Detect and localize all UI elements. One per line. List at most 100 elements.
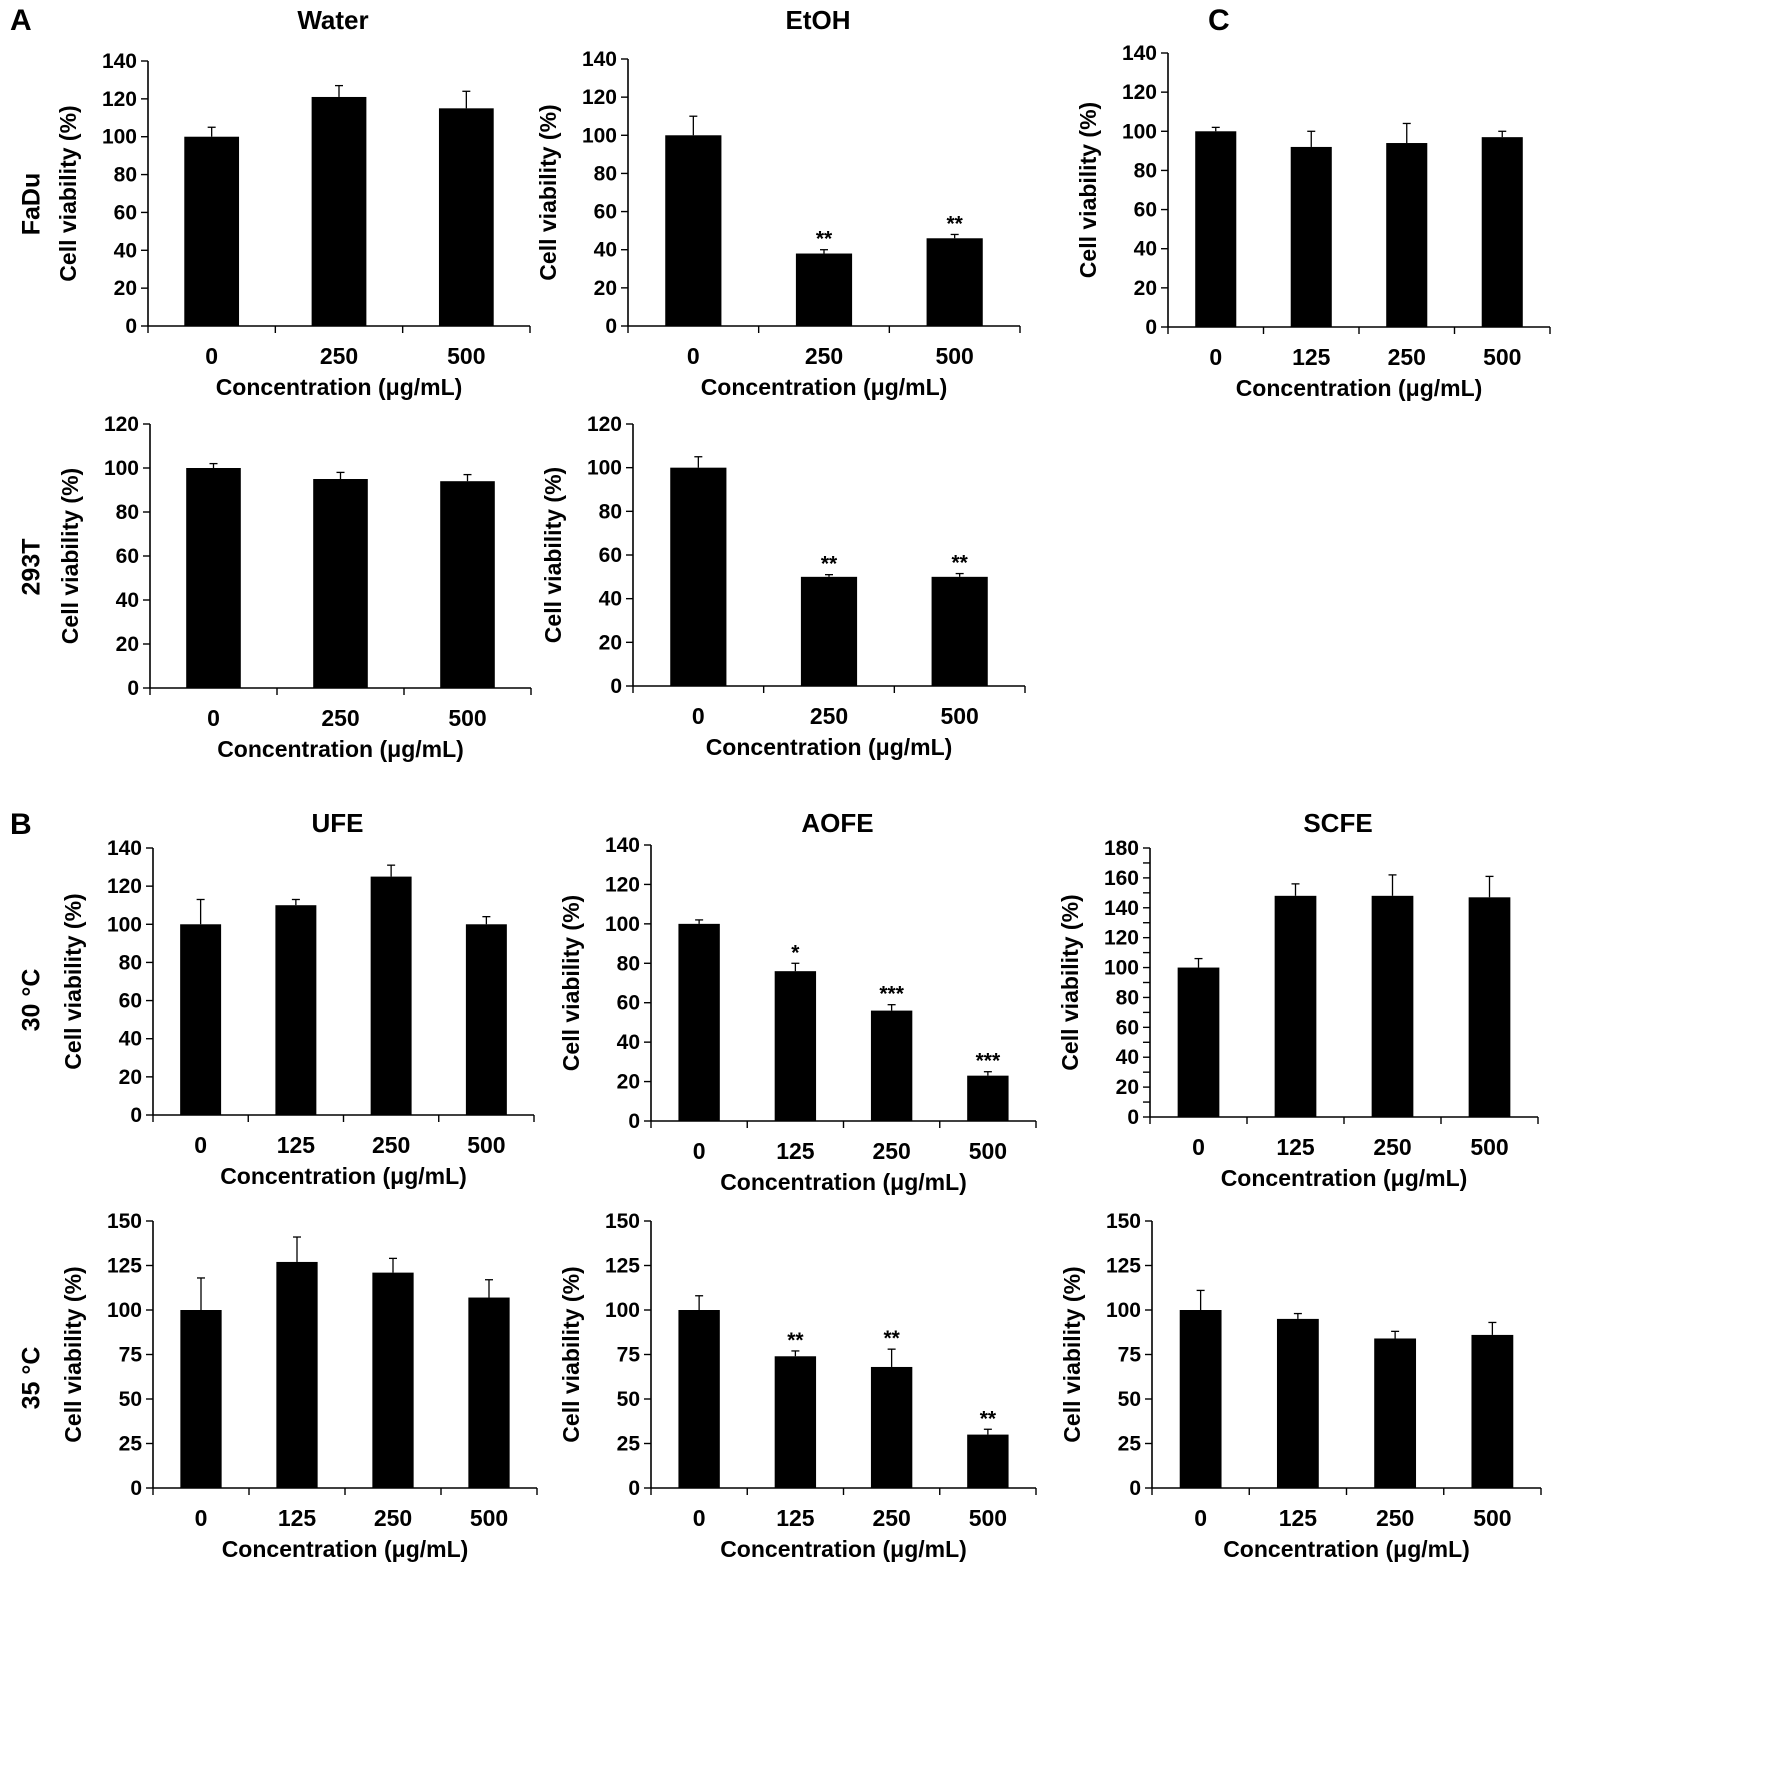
y-axis-title: Cell viability (%) <box>558 1266 584 1442</box>
x-axis-title: Concentration (μg/mL) <box>222 1536 469 1562</box>
y-tick-label: 160 <box>1104 867 1139 890</box>
bar-0 <box>180 924 222 1115</box>
x-tick-label: 0 <box>207 705 220 731</box>
chart-title: Water <box>297 5 368 35</box>
y-tick-label: 80 <box>617 952 640 975</box>
x-tick-label: 500 <box>448 705 486 731</box>
bar-500 <box>465 924 507 1115</box>
y-tick-label: 150 <box>107 1210 142 1233</box>
y-axis-title: Cell viability (%) <box>60 1266 86 1442</box>
panel-label-c: C <box>1208 4 1230 37</box>
x-tick-label: 500 <box>447 343 485 369</box>
bar-0 <box>670 467 727 686</box>
y-tick-label: 100 <box>587 457 622 480</box>
y-tick-label: 0 <box>125 315 137 338</box>
x-tick-label: 0 <box>194 1132 207 1158</box>
x-tick-label: 125 <box>776 1138 815 1164</box>
y-tick-label: 120 <box>587 413 622 436</box>
x-tick-label: 0 <box>692 703 705 729</box>
y-tick-label: 180 <box>1104 837 1139 860</box>
bar-0 <box>186 468 241 688</box>
bar-250 <box>870 1366 913 1488</box>
x-tick-label: 250 <box>372 1132 410 1158</box>
y-tick-label: 100 <box>107 913 142 936</box>
significance-label: ** <box>816 228 833 251</box>
y-tick-label: 20 <box>617 1071 640 1094</box>
x-tick-label: 0 <box>1192 1134 1205 1160</box>
bar-125 <box>1276 1318 1319 1488</box>
bar-500 <box>1471 1334 1514 1488</box>
x-tick-label: 250 <box>1373 1134 1411 1160</box>
x-axis-title: Concentration (μg/mL) <box>706 734 953 760</box>
x-tick-label: 0 <box>1209 344 1222 370</box>
y-tick-label: 140 <box>582 48 617 71</box>
bar-250 <box>1371 895 1414 1117</box>
y-tick-label: 60 <box>599 544 622 567</box>
y-tick-label: 0 <box>628 1110 640 1133</box>
significance-label: ** <box>980 1407 997 1430</box>
y-tick-label: 140 <box>102 50 137 73</box>
y-tick-label: 0 <box>1145 316 1157 339</box>
y-tick-label: 40 <box>119 1028 142 1051</box>
bar-125 <box>275 905 317 1115</box>
y-tick-label: 100 <box>1104 957 1139 980</box>
bar-0 <box>678 923 720 1121</box>
bar-125 <box>774 1356 817 1488</box>
y-tick-label: 0 <box>127 677 139 700</box>
bar-250 <box>372 1272 414 1488</box>
y-tick-label: 80 <box>599 500 622 523</box>
x-tick-label: 250 <box>321 705 359 731</box>
x-tick-label: 0 <box>205 343 218 369</box>
y-tick-label: 60 <box>116 545 139 568</box>
x-tick-label: 500 <box>1483 344 1521 370</box>
y-tick-label: 100 <box>1122 120 1157 143</box>
bar-0 <box>180 1310 222 1488</box>
y-tick-label: 80 <box>116 501 139 524</box>
significance-label: ** <box>821 553 838 576</box>
y-tick-label: 75 <box>617 1344 641 1367</box>
y-tick-label: 140 <box>1104 897 1139 920</box>
bar-500 <box>440 481 495 688</box>
y-tick-label: 0 <box>1129 1477 1141 1500</box>
x-tick-label: 125 <box>776 1505 815 1531</box>
y-tick-label: 50 <box>119 1388 142 1411</box>
x-tick-label: 500 <box>1473 1505 1511 1531</box>
y-tick-label: 150 <box>1106 1210 1141 1233</box>
x-tick-label: 0 <box>693 1505 706 1531</box>
bar-0 <box>184 136 240 326</box>
y-tick-label: 100 <box>1106 1299 1141 1322</box>
x-tick-label: 250 <box>320 343 358 369</box>
bar-500 <box>926 238 983 326</box>
x-axis-title: Concentration (μg/mL) <box>1236 375 1483 401</box>
bar-500 <box>1468 897 1511 1117</box>
bar-500 <box>438 108 494 326</box>
y-tick-label: 80 <box>1134 159 1157 182</box>
y-tick-label: 20 <box>114 277 137 300</box>
y-tick-label: 60 <box>1116 1016 1139 1039</box>
x-tick-label: 250 <box>872 1505 910 1531</box>
y-tick-label: 0 <box>130 1104 142 1127</box>
chart-title: AOFE <box>801 808 873 838</box>
y-tick-label: 100 <box>102 126 137 149</box>
y-tick-label: 120 <box>582 86 617 109</box>
y-axis-title: Cell viability (%) <box>1075 102 1101 278</box>
x-tick-label: 500 <box>470 1505 508 1531</box>
x-tick-label: 0 <box>693 1138 706 1164</box>
x-tick-label: 500 <box>969 1138 1007 1164</box>
x-tick-label: 500 <box>935 343 973 369</box>
bar-125 <box>774 971 817 1121</box>
y-tick-label: 60 <box>617 992 640 1015</box>
chart-c-fadu: 0 20 40 60 80 100 120 140 0 125 250 500Concentratio… <box>1075 42 1551 401</box>
chart-b-ufe-35: 0 25 50 75 100 125 150 0 125 250 500Concentration … <box>60 1210 538 1562</box>
y-tick-label: 80 <box>114 164 137 187</box>
y-axis-title: Cell viability (%) <box>60 893 86 1069</box>
y-axis-title: Cell viability (%) <box>540 467 566 643</box>
y-tick-label: 125 <box>605 1255 640 1278</box>
y-tick-label: 120 <box>605 873 640 896</box>
significance-label: ** <box>951 552 968 575</box>
bar-500 <box>931 576 988 686</box>
significance-label: ** <box>787 1329 804 1352</box>
bar-0 <box>1177 967 1220 1117</box>
x-tick-label: 0 <box>195 1505 208 1531</box>
y-tick-label: 100 <box>104 457 139 480</box>
